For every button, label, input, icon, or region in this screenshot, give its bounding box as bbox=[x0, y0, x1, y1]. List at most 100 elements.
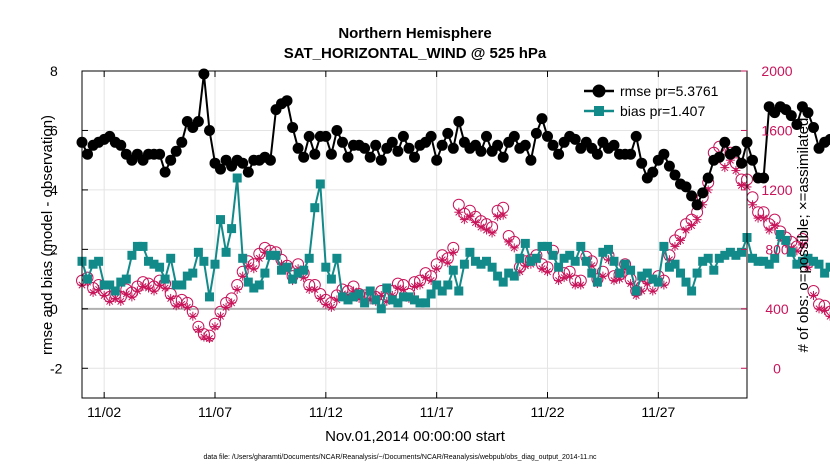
rmse-point bbox=[481, 130, 492, 142]
rmse-point bbox=[325, 148, 337, 160]
bias-point bbox=[282, 262, 292, 272]
obs-assimilated-point bbox=[221, 302, 231, 312]
legend-bias-label: bias pr=1.407 bbox=[620, 103, 705, 119]
asterisk-stroke bbox=[477, 223, 485, 231]
asterisk-stroke bbox=[217, 312, 225, 320]
bias-point bbox=[299, 265, 309, 275]
bias-point bbox=[332, 253, 342, 263]
asterisk-stroke bbox=[510, 244, 518, 252]
obs-assimilated-point bbox=[465, 212, 475, 222]
rmse-point bbox=[702, 172, 714, 184]
bias-point bbox=[609, 256, 619, 266]
obs-assimilated-point bbox=[543, 267, 552, 277]
asterisk-stroke bbox=[117, 297, 125, 305]
rmse-point bbox=[547, 139, 559, 151]
series-layer bbox=[76, 68, 830, 344]
rmse-point bbox=[785, 110, 797, 122]
asterisk-stroke bbox=[760, 214, 768, 222]
obs-assimilated-point bbox=[204, 334, 214, 344]
asterisk-stroke bbox=[239, 272, 247, 280]
x-tick-label: 11/17 bbox=[420, 404, 454, 420]
obs-assimilated-point bbox=[443, 258, 453, 268]
asterisk-stroke bbox=[200, 333, 208, 341]
obs-assimilated-point bbox=[764, 225, 774, 235]
asterisk-stroke bbox=[460, 216, 468, 224]
asterisk-stroke bbox=[466, 213, 474, 221]
rmse-point bbox=[165, 154, 177, 166]
asterisk-stroke bbox=[754, 214, 762, 222]
rmse-point bbox=[115, 139, 127, 151]
obs-assimilated-point bbox=[105, 296, 115, 306]
asterisk-stroke bbox=[499, 211, 507, 219]
rmse-point bbox=[730, 145, 742, 157]
bias-point bbox=[825, 262, 830, 272]
obs-assimilated-point bbox=[687, 221, 697, 231]
rmse-point bbox=[170, 145, 182, 157]
bias-point bbox=[437, 286, 447, 296]
obs-assimilated-point bbox=[127, 292, 137, 302]
rmse-point bbox=[204, 125, 215, 136]
obs-assimilated-point bbox=[576, 280, 586, 290]
asterisk-stroke bbox=[228, 299, 236, 307]
bias-point bbox=[465, 247, 475, 257]
rmse-point bbox=[519, 139, 531, 151]
asterisk-stroke bbox=[189, 312, 197, 320]
asterisk-stroke bbox=[815, 305, 823, 313]
asterisk-stroke bbox=[427, 277, 435, 285]
obs-assimilated-point bbox=[210, 322, 220, 332]
asterisk-stroke bbox=[560, 274, 568, 282]
asterisk-stroke bbox=[255, 254, 263, 262]
asterisk-stroke bbox=[571, 281, 579, 289]
bias-point bbox=[570, 256, 580, 266]
rmse-point bbox=[370, 139, 382, 151]
y2-tick-label: 1200 bbox=[761, 182, 792, 198]
bias-point bbox=[232, 173, 242, 183]
bias-point bbox=[260, 268, 270, 278]
rmse-point bbox=[680, 181, 692, 193]
obs-assimilated-point bbox=[199, 332, 209, 342]
bias-point bbox=[604, 244, 613, 254]
asterisk-stroke bbox=[438, 256, 446, 264]
rmse-point bbox=[298, 151, 310, 163]
rmse-point bbox=[425, 130, 437, 142]
bias-point bbox=[321, 262, 331, 272]
bias-point bbox=[127, 250, 137, 260]
rmse-point bbox=[386, 136, 398, 148]
bias-point bbox=[166, 253, 176, 263]
bias-point bbox=[653, 277, 663, 287]
rmse-point bbox=[237, 157, 249, 169]
asterisk-stroke bbox=[194, 326, 202, 334]
x-tick-label: 11/22 bbox=[531, 404, 565, 420]
bias-point bbox=[315, 179, 325, 189]
asterisk-stroke bbox=[122, 290, 130, 298]
bias-point bbox=[254, 280, 264, 290]
legend: rmse pr=5.3761 bias pr=1.407 bbox=[584, 83, 719, 119]
bias-point bbox=[565, 250, 575, 260]
obs-assimilated-point bbox=[493, 212, 503, 222]
asterisk-stroke bbox=[555, 277, 563, 285]
asterisk-stroke bbox=[394, 284, 402, 292]
obs-assimilated-point bbox=[227, 298, 237, 308]
asterisk-stroke bbox=[826, 312, 830, 317]
rmse-point bbox=[159, 166, 171, 178]
x-tick-label: 11/07 bbox=[198, 404, 232, 420]
bias-point bbox=[199, 256, 209, 266]
rmse-point bbox=[747, 154, 758, 166]
rmse-point bbox=[691, 199, 703, 211]
rmse-point bbox=[530, 127, 542, 139]
bias-point bbox=[365, 286, 375, 296]
rmse-point bbox=[669, 169, 681, 181]
bias-point bbox=[354, 289, 364, 299]
bias-point bbox=[448, 265, 458, 275]
bias-point bbox=[592, 277, 602, 287]
asterisk-stroke bbox=[821, 306, 829, 314]
bias-point bbox=[615, 268, 624, 278]
bias-point bbox=[360, 298, 370, 308]
bias-point bbox=[770, 253, 780, 263]
obs-assimilated-point bbox=[415, 280, 425, 290]
bias-point bbox=[393, 298, 403, 308]
y-tick-label: 0 bbox=[50, 301, 58, 317]
obs-assimilated-point bbox=[598, 271, 608, 281]
asterisk-stroke bbox=[566, 272, 574, 280]
